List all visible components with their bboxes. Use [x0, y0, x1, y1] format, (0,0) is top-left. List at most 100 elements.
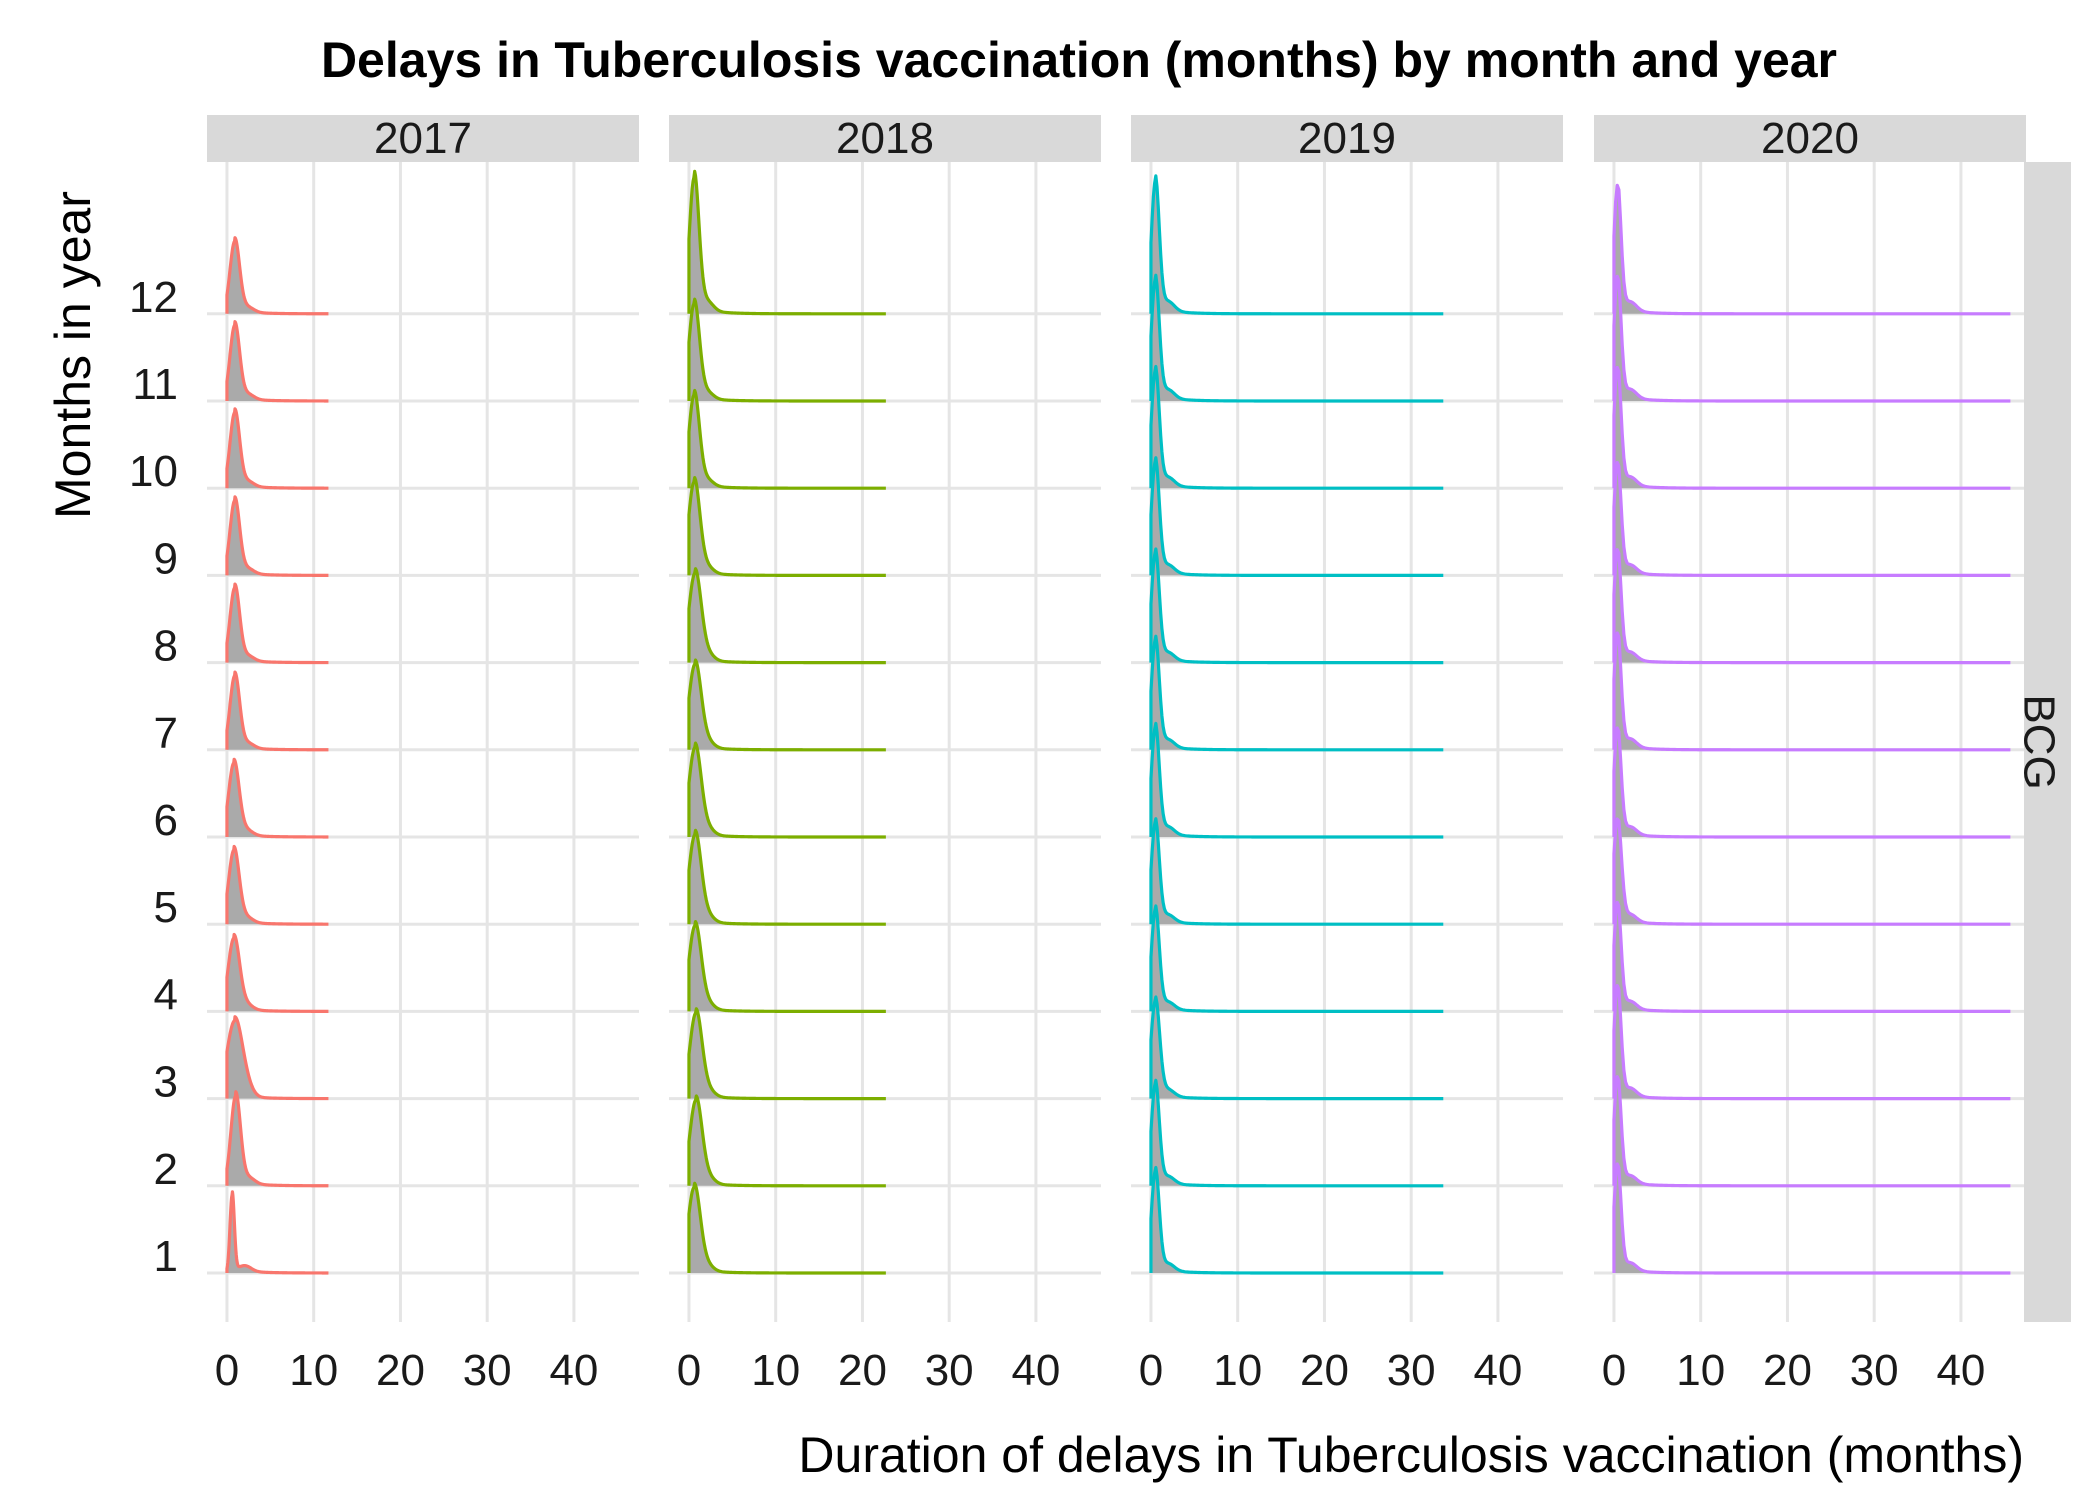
ridge-fill-2018-month-8 [688, 568, 886, 663]
ridge-line-2019-month-10 [1149, 364, 1444, 490]
ridge-line-2017-month-4 [225, 932, 330, 1013]
ridge-fill-2018-month-4 [688, 921, 886, 1012]
ridge-line-2017-month-1 [225, 1190, 330, 1275]
ridge-fill-2019-month-6 [1150, 723, 1444, 837]
ridge-fill-2020-month-1 [1613, 1163, 2011, 1273]
ridge-line-2019-month-3 [1149, 995, 1444, 1101]
ridge-fill-2019-month-8 [1150, 548, 1444, 663]
x-tick-label: 20 [1300, 1346, 1349, 1395]
ridge-line-2018-month-5 [687, 828, 887, 926]
x-tick-label: 40 [549, 1346, 598, 1395]
x-tick-label: 10 [1676, 1346, 1725, 1395]
ridge-line-2019-month-5 [1149, 817, 1444, 926]
strip-label-2017: 2017 [374, 114, 472, 163]
ridge-fill-2019-month-1 [1150, 1167, 1444, 1273]
ridge-line-2017-month-5 [225, 844, 330, 926]
row-strip-background [2024, 162, 2071, 1322]
chart-title: Delays in Tuberculosis vaccination (mont… [321, 32, 1837, 88]
x-tick-label: 30 [925, 1346, 974, 1395]
y-tick-label: 7 [154, 709, 178, 758]
y-tick-label: 5 [154, 883, 178, 932]
ridge-line-2019-month-12 [1149, 174, 1444, 316]
ridge-line-2020-month-9 [1612, 460, 2011, 577]
ridge-fill-2019-month-7 [1150, 636, 1444, 750]
ridge-line-2019-month-11 [1149, 273, 1444, 403]
y-tick-label: 8 [154, 622, 178, 671]
ridge-fill-2019-month-12 [1150, 175, 1444, 314]
ridge-line-2020-month-8 [1612, 548, 2011, 665]
ridge-fill-2018-month-1 [688, 1183, 886, 1273]
x-tick-label: 30 [1387, 1346, 1436, 1395]
x-tick-label: 30 [1850, 1346, 1899, 1395]
ridge-line-2020-month-6 [1612, 726, 2011, 839]
ridge-fill-2018-month-9 [688, 477, 886, 576]
ridge-line-2018-month-10 [687, 388, 887, 490]
ridge-fill-2017-month-10 [226, 408, 329, 489]
ridge-fill-2018-month-10 [688, 390, 886, 489]
ridge-fill-2019-month-9 [1150, 457, 1444, 576]
x-tick-label: 40 [1936, 1346, 1985, 1395]
strip-background-2020 [1594, 115, 2026, 162]
ridge-fill-2020-month-8 [1613, 549, 2011, 663]
x-tick-label: 10 [1213, 1346, 1262, 1395]
ridge-fill-2017-month-7 [226, 672, 329, 750]
strip-label-2018: 2018 [836, 114, 934, 163]
x-tick-label: 10 [289, 1346, 338, 1395]
ridge-line-2018-month-3 [687, 1007, 887, 1101]
y-tick-label: 4 [154, 970, 178, 1019]
panel-2020: 0 10 20 30 40 [1594, 162, 2026, 1395]
ridge-line-2018-month-9 [687, 475, 887, 577]
ridge-line-2017-month-3 [225, 1015, 330, 1101]
strip-background-2017 [207, 115, 639, 162]
row-facet-strip: BCG [2014, 162, 2071, 1322]
ridge-line-2017-month-12 [225, 236, 330, 316]
ridge-fill-2020-month-10 [1613, 367, 2011, 489]
strip-background-2018 [669, 115, 1101, 162]
strip-label-2019: 2019 [1298, 114, 1396, 163]
x-tick-label: 30 [463, 1346, 512, 1395]
ridge-line-2018-month-8 [687, 567, 887, 665]
ridge-fill-2019-month-11 [1150, 275, 1444, 401]
facet-panels: 0 10 20 30 40 0 10 20 30 40 0 10 20 30 40 0 10 20 30 40 [207, 162, 2026, 1395]
x-tick-label: 0 [677, 1346, 701, 1395]
panel-2019: 0 10 20 30 40 [1131, 162, 1563, 1395]
ridge-line-2017-month-6 [225, 757, 330, 839]
y-tick-label: 1 [154, 1232, 178, 1281]
ridge-line-2019-month-4 [1149, 904, 1444, 1013]
ridge-fill-2018-month-5 [688, 830, 886, 925]
ridge-line-2020-month-4 [1612, 900, 2011, 1013]
ridge-line-2020-month-5 [1612, 817, 2011, 926]
y-axis-title: Months in year [45, 191, 101, 519]
ridge-line-2018-month-6 [687, 741, 887, 839]
x-tick-label: 20 [838, 1346, 887, 1395]
ridge-line-2017-month-7 [225, 670, 330, 752]
ridge-fill-2018-month-7 [688, 660, 886, 750]
ridge-fill-2017-month-11 [226, 321, 329, 401]
ridge-line-2019-month-7 [1149, 634, 1444, 752]
ridge-line-2020-month-7 [1612, 631, 2011, 752]
ridge-fill-2020-month-9 [1613, 462, 2011, 576]
y-tick-label: 11 [132, 360, 178, 409]
ridge-fill-2017-month-5 [226, 846, 329, 925]
x-tick-label: 0 [1139, 1346, 1163, 1395]
x-tick-label: 40 [1011, 1346, 1060, 1395]
ridge-fill-2018-month-6 [688, 743, 886, 837]
y-tick-label: 9 [154, 534, 178, 583]
y-tick-label: 3 [154, 1058, 178, 1107]
ridge-line-2020-month-1 [1612, 1162, 2011, 1275]
x-tick-label: 20 [376, 1346, 425, 1395]
ridge-line-2020-month-12 [1612, 183, 2011, 316]
strip-label-2020: 2020 [1761, 114, 1859, 163]
panel-2018: 0 10 20 30 40 [669, 162, 1101, 1395]
ridge-line-2017-month-2 [225, 1090, 330, 1188]
ridge-fill-2020-month-7 [1613, 632, 2011, 750]
ridge-line-2017-month-9 [225, 495, 330, 577]
ridge-fill-2019-month-10 [1150, 366, 1444, 489]
ridge-fill-2017-month-8 [226, 584, 329, 663]
x-axis-title: Duration of delays in Tuberculosis vacci… [798, 1427, 2024, 1483]
ridge-fill-2020-month-6 [1613, 727, 2011, 837]
ridge-line-2017-month-11 [225, 320, 330, 403]
ridge-fill-2017-month-6 [226, 759, 329, 837]
